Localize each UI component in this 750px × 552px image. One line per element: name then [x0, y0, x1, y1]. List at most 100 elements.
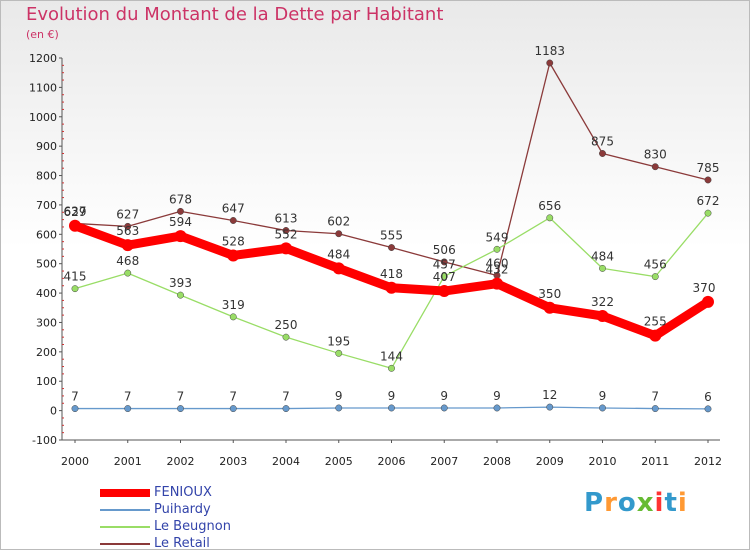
data-label: 350 [538, 287, 561, 301]
data-point [282, 405, 290, 413]
data-label: 563 [116, 224, 139, 238]
data-label: 322 [591, 295, 614, 309]
data-point [280, 242, 292, 255]
x-tick-label: 2006 [378, 455, 406, 468]
chart-title: Evolution du Montant de la Dette par Hab… [26, 4, 444, 25]
chart-subtitle: (en €) [26, 28, 59, 41]
data-point [599, 264, 606, 272]
y-tick-label: 700 [36, 199, 57, 212]
data-label: 468 [116, 254, 139, 268]
data-point [71, 285, 79, 293]
data-point [491, 277, 503, 290]
data-label: 484 [591, 249, 614, 263]
data-point [177, 207, 184, 215]
x-tick-label: 2012 [694, 455, 722, 468]
legend-label: Puihardy [154, 502, 211, 517]
data-point [124, 222, 132, 230]
data-label: 195 [327, 334, 350, 348]
x-tick-label: 2005 [325, 455, 353, 468]
data-point [546, 214, 554, 222]
data-label: 7 [651, 390, 659, 404]
data-point [704, 209, 712, 217]
data-label: 9 [599, 389, 607, 403]
x-tick-label: 2009 [536, 455, 564, 468]
y-tick-label: 0 [50, 405, 57, 418]
data-label: 144 [380, 349, 403, 363]
y-tick-label: 300 [36, 316, 57, 329]
data-label: 627 [116, 207, 139, 221]
data-point [71, 405, 79, 413]
x-tick-label: 2010 [589, 455, 617, 468]
data-point [332, 262, 345, 275]
data-label: 6 [704, 390, 712, 404]
x-tick-label: 2007 [430, 455, 458, 468]
y-tick-label: 600 [36, 228, 57, 241]
data-label: 484 [327, 247, 350, 261]
data-label: 250 [275, 318, 298, 332]
data-point [227, 249, 240, 262]
data-label: 9 [440, 389, 448, 403]
data-label: 9 [493, 389, 501, 403]
y-tick-label: 400 [36, 287, 57, 300]
data-point [596, 309, 609, 322]
data-point [649, 329, 662, 342]
data-point [702, 295, 714, 308]
legend-swatch [100, 526, 150, 528]
data-point [704, 405, 712, 413]
data-label: 629 [64, 205, 87, 219]
data-label: 255 [644, 315, 667, 329]
legend-swatch [100, 489, 150, 497]
y-tick-label: 900 [36, 140, 57, 153]
y-tick-label: 500 [36, 258, 57, 271]
data-label: 1183 [534, 44, 565, 58]
legend-label: Le Retail [154, 536, 210, 551]
data-point [440, 272, 448, 280]
data-point [335, 349, 343, 357]
data-point [229, 217, 237, 224]
data-label: 678 [169, 192, 192, 206]
y-tick-label: 200 [36, 346, 57, 359]
data-point [335, 404, 343, 412]
data-point [388, 404, 395, 412]
data-point [440, 404, 448, 412]
data-point [124, 269, 132, 277]
data-label: 9 [388, 389, 396, 403]
data-label: 9 [335, 389, 343, 403]
data-point [229, 313, 237, 321]
data-label: 460 [486, 256, 509, 270]
y-tick-label: -100 [32, 434, 57, 447]
data-point [546, 59, 554, 67]
data-label: 7 [177, 390, 185, 404]
data-point [229, 405, 237, 413]
data-point [177, 405, 184, 413]
data-point [124, 405, 132, 413]
data-point [385, 281, 398, 294]
data-label: 613 [275, 211, 298, 225]
data-point [69, 219, 81, 232]
data-label: 319 [222, 298, 245, 312]
data-point [388, 364, 395, 372]
series-line-le-retail [74, 62, 709, 277]
data-point [282, 333, 290, 341]
data-point [388, 244, 395, 251]
data-label: 594 [169, 215, 192, 229]
data-label: 785 [697, 161, 720, 175]
data-point [599, 404, 606, 412]
data-label: 7 [71, 390, 79, 404]
data-point [335, 230, 343, 238]
data-point [493, 404, 501, 412]
data-label: 875 [591, 135, 614, 149]
data-label: 432 [486, 263, 509, 277]
data-label: 418 [380, 267, 403, 281]
data-label: 555 [380, 229, 403, 243]
data-point [704, 176, 712, 184]
data-label: 656 [538, 199, 561, 213]
data-label: 7 [229, 390, 237, 404]
data-label: 552 [275, 227, 298, 241]
y-tick-label: 1100 [29, 81, 57, 94]
data-point [651, 273, 659, 281]
y-tick-label: 800 [36, 170, 57, 183]
legend-label: FENIOUX [154, 485, 212, 500]
data-label: 549 [486, 230, 509, 244]
